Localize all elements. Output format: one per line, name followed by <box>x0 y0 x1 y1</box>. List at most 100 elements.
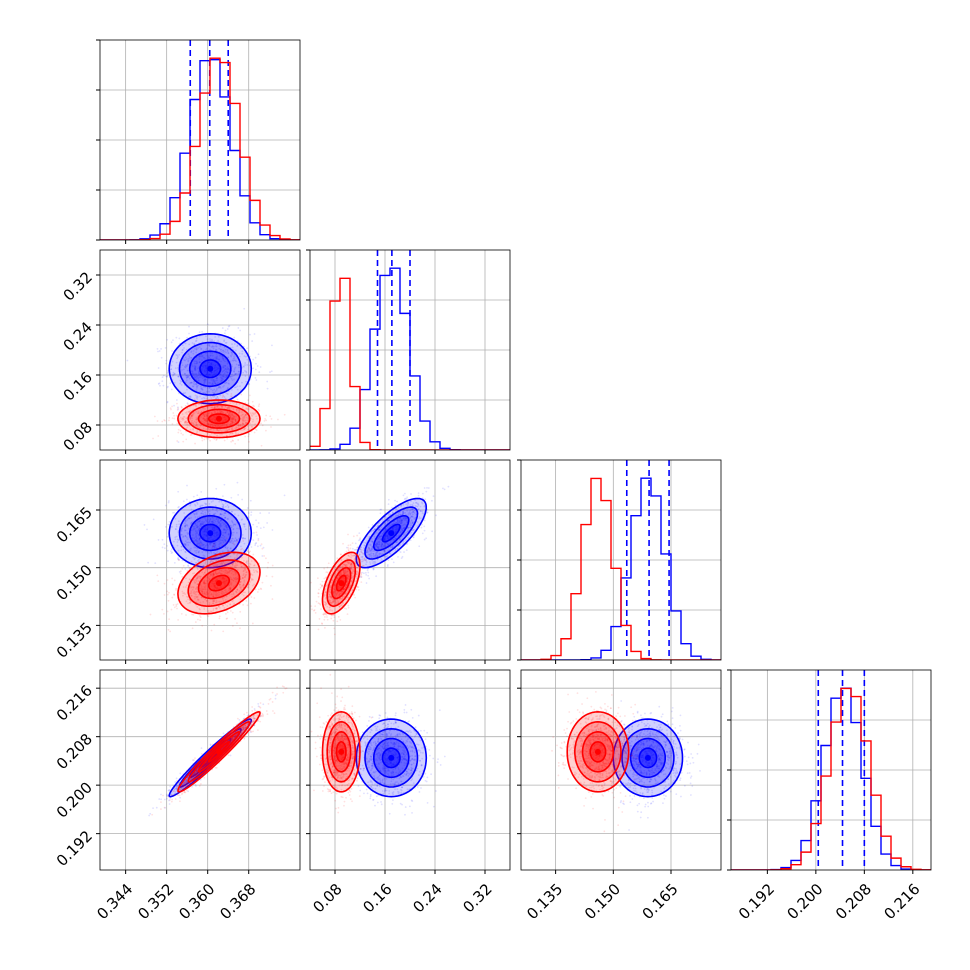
sample-point <box>193 580 196 583</box>
sample-point <box>208 542 211 545</box>
sample-point <box>231 520 234 523</box>
sample-point <box>184 550 187 553</box>
sample-point <box>223 538 226 541</box>
density-peak <box>207 530 214 537</box>
sample-point <box>202 366 205 369</box>
sample-point <box>206 406 209 409</box>
sample-point <box>236 622 238 625</box>
sample-point <box>201 551 204 554</box>
sample-point <box>188 411 191 414</box>
sample-point <box>235 386 237 388</box>
sample-point <box>187 598 189 601</box>
sample-point <box>204 528 207 531</box>
sample-point <box>205 437 208 440</box>
density-contour <box>188 514 232 552</box>
sample-point <box>167 370 169 372</box>
sample-point <box>167 523 170 526</box>
sample-point <box>235 539 238 541</box>
sample-point <box>181 344 184 347</box>
sample-point <box>204 544 207 547</box>
sample-point <box>229 354 232 357</box>
sample-point <box>226 371 229 374</box>
sample-point <box>211 582 213 585</box>
sample-point <box>209 439 212 442</box>
sample-point <box>283 413 286 416</box>
sample-point <box>237 411 240 414</box>
sample-point <box>221 418 224 421</box>
sample-point <box>360 556 363 558</box>
sample-point <box>232 416 235 419</box>
sample-point <box>188 325 190 328</box>
sample-point <box>201 354 204 357</box>
sample-point <box>202 581 205 584</box>
sample-point <box>218 587 221 590</box>
sample-point <box>195 416 198 419</box>
sample-point <box>217 411 219 414</box>
sample-point <box>173 372 176 375</box>
sample-point <box>238 366 240 369</box>
sample-point <box>203 546 206 549</box>
sample-point <box>194 368 196 370</box>
sample-point <box>251 420 254 423</box>
sample-point <box>233 422 236 425</box>
sample-point <box>210 346 213 348</box>
sample-point <box>212 513 215 516</box>
sample-point <box>212 595 215 598</box>
sample-point <box>197 412 200 415</box>
sample-point <box>212 602 214 605</box>
sample-point <box>213 557 216 559</box>
sample-point <box>221 555 224 558</box>
sample-point <box>238 364 241 367</box>
sample-point <box>387 503 390 506</box>
sample-point <box>249 581 251 583</box>
sample-point <box>186 531 189 534</box>
sample-point <box>248 364 251 367</box>
sample-point <box>208 516 210 519</box>
sample-point <box>271 344 273 347</box>
sample-point <box>181 349 184 352</box>
sample-point <box>192 349 195 352</box>
sample-point <box>196 386 198 389</box>
sample-point <box>227 505 230 508</box>
sample-point <box>238 424 241 427</box>
sample-point <box>228 325 231 327</box>
sample-point <box>166 371 169 374</box>
sample-point <box>185 364 188 367</box>
sample-point <box>186 374 189 377</box>
sample-point <box>208 421 211 424</box>
sample-point <box>174 517 177 520</box>
sample-point <box>184 535 187 537</box>
sample-point <box>252 553 255 556</box>
sample-point <box>162 384 165 387</box>
sample-point <box>202 417 205 420</box>
sample-point <box>213 380 216 383</box>
sample-point <box>174 538 177 541</box>
sample-point <box>200 374 202 377</box>
sample-point <box>234 359 237 362</box>
sample-point <box>218 615 221 618</box>
sample-point <box>200 556 203 559</box>
sample-point <box>190 595 193 597</box>
sample-point <box>208 603 211 606</box>
sample-point <box>231 379 234 382</box>
sample-point <box>202 413 205 416</box>
sample-point <box>237 373 240 375</box>
sample-point <box>224 528 227 531</box>
sample-point <box>206 386 209 389</box>
sample-point <box>211 338 213 341</box>
sample-point <box>211 339 213 342</box>
sample-point <box>215 356 218 359</box>
sample-point <box>211 508 214 510</box>
sample-point <box>235 372 238 375</box>
sample-point <box>187 369 190 372</box>
sample-point <box>231 439 234 442</box>
sample-point <box>215 388 218 391</box>
sample-point <box>203 415 206 417</box>
sample-point <box>216 563 219 566</box>
sample-point <box>221 424 224 426</box>
sample-point <box>213 373 216 376</box>
sample-point <box>231 521 234 524</box>
sample-point <box>199 504 202 507</box>
sample-point <box>204 378 207 380</box>
sample-point <box>212 530 215 532</box>
